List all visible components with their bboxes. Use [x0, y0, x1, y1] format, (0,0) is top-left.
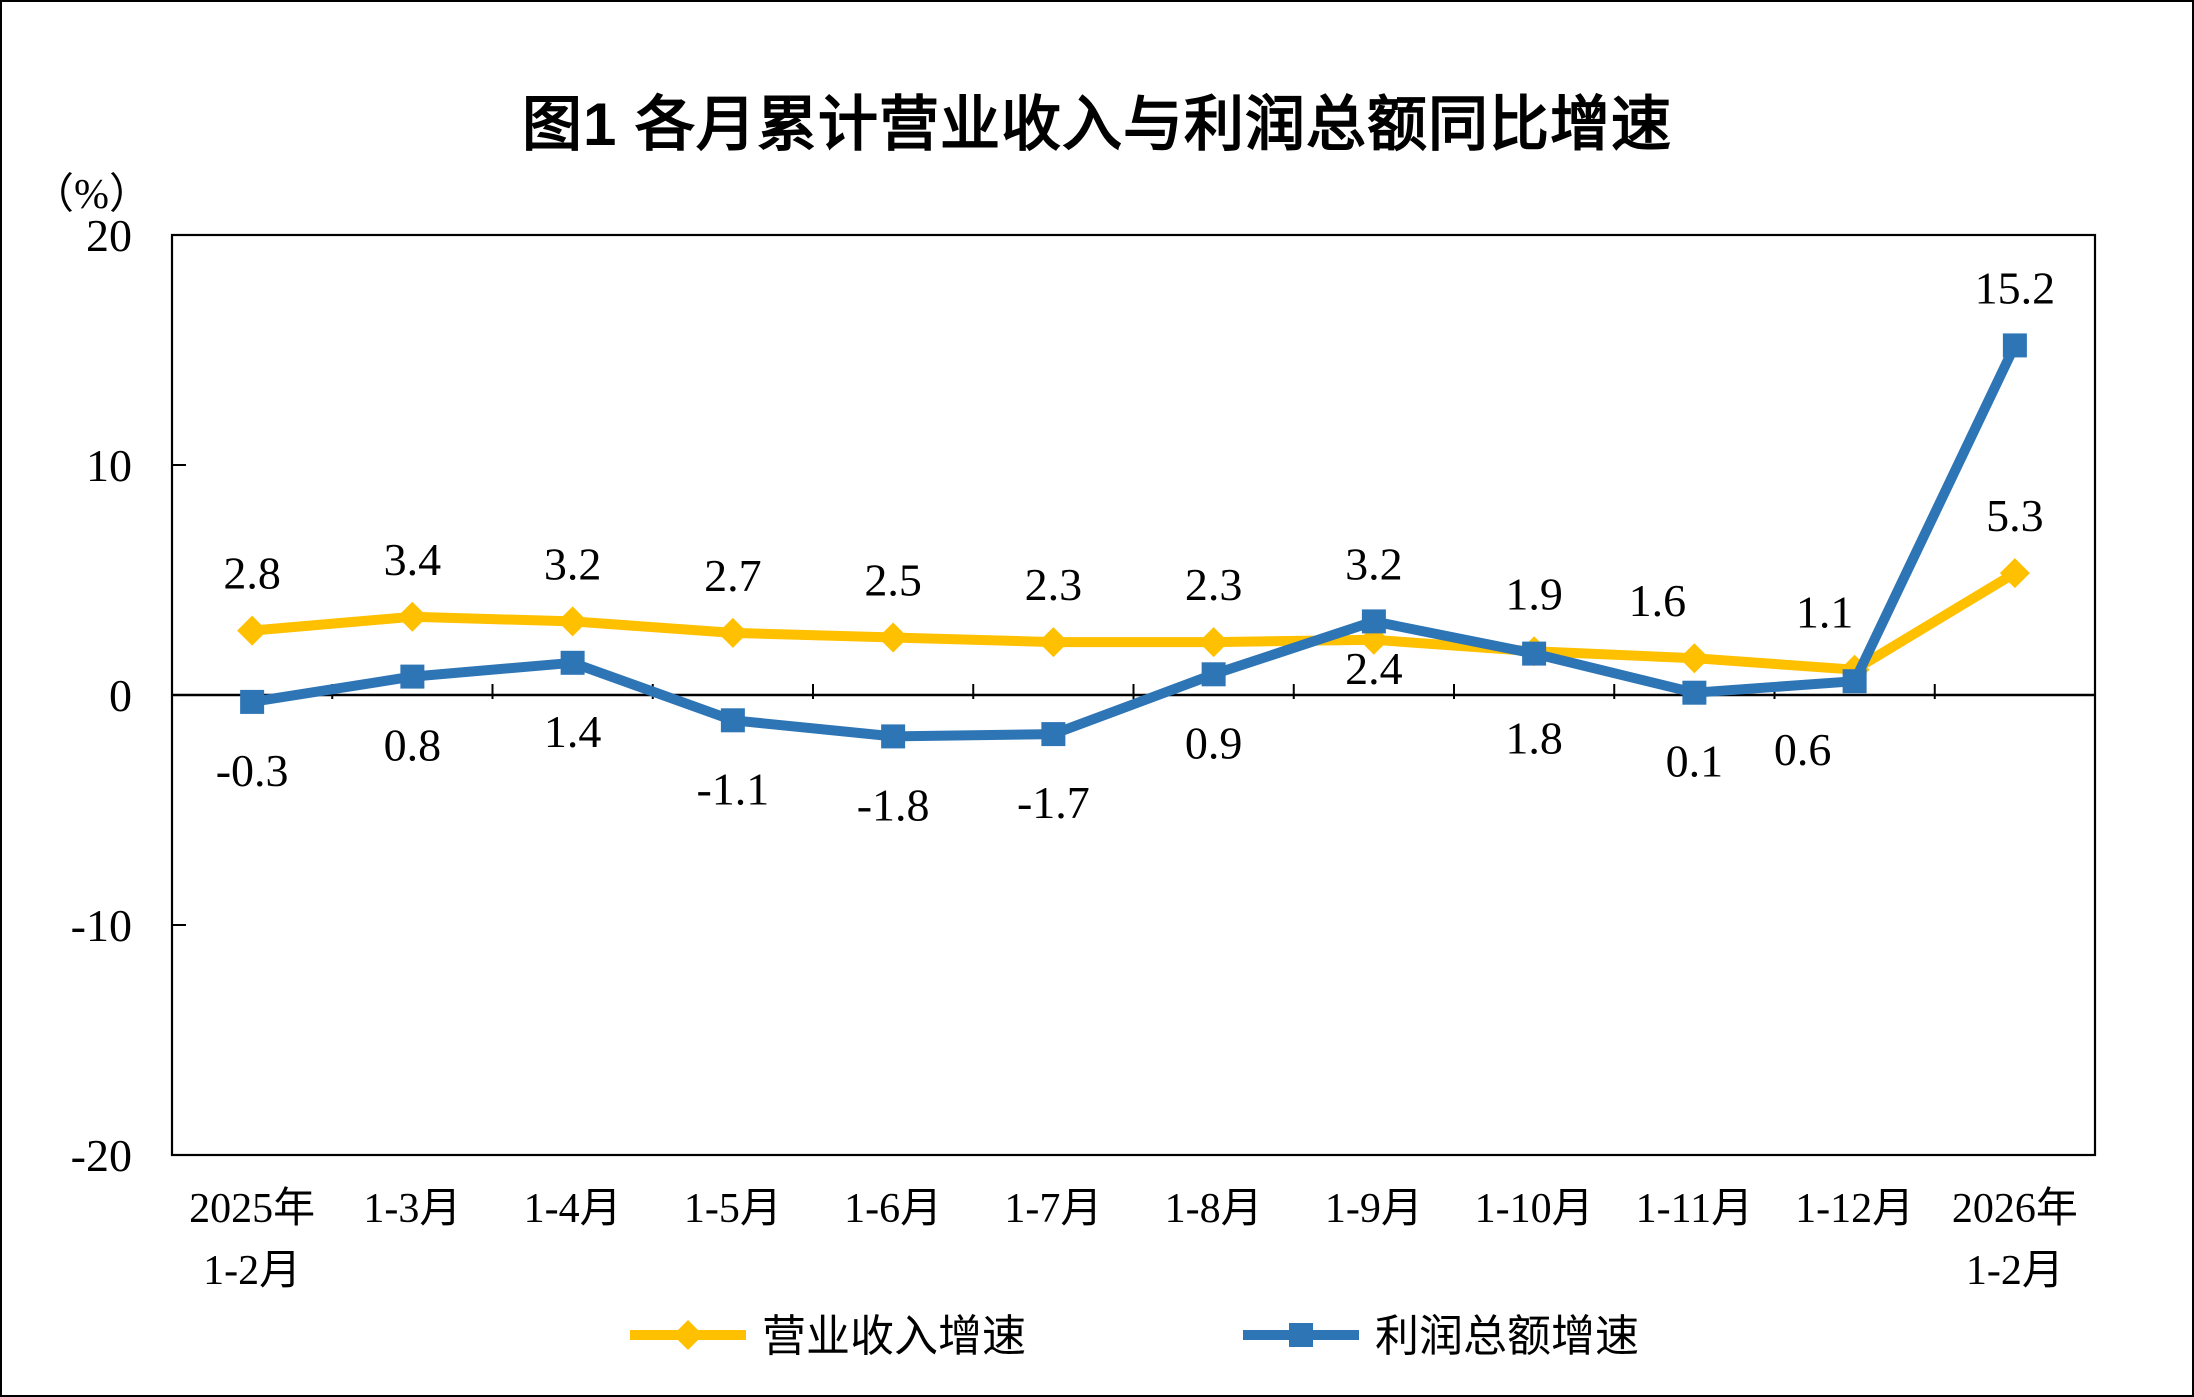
legend-label-0: 营业收入增速	[762, 1312, 1026, 1361]
y-tick-label: 10	[86, 440, 132, 491]
marker-square-icon	[1201, 662, 1226, 687]
chart-title: 图1 各月累计营业收入与利润总额同比增速	[521, 91, 1673, 158]
marker-square-icon	[1361, 609, 1386, 634]
y-axis-unit-label: （%）	[32, 172, 151, 218]
data-label: -1.7	[1017, 777, 1090, 828]
data-label: 0.9	[1185, 717, 1243, 768]
category-label: 1-3月	[363, 1186, 461, 1232]
y-tick-label: -20	[71, 1130, 132, 1181]
legend-square-icon	[1241, 1315, 1361, 1360]
marker-square-icon	[881, 724, 906, 749]
category-label: 1-10月	[1475, 1186, 1594, 1232]
legend-item-0: 营业收入增速	[628, 1315, 1026, 1360]
category-label: 2026年	[1952, 1185, 2078, 1232]
data-label: 2.8	[223, 548, 281, 599]
marker-diamond-icon	[717, 617, 748, 648]
category-label: 1-11月	[1636, 1186, 1753, 1232]
marker-diamond-icon	[1038, 627, 1069, 658]
category-label: 1-12月	[1795, 1186, 1914, 1232]
data-label: -1.1	[696, 763, 769, 814]
data-label: -1.8	[857, 779, 930, 830]
data-label: 0.8	[384, 720, 442, 771]
data-label: 3.2	[544, 538, 602, 589]
data-label: 15.2	[1975, 262, 2056, 313]
data-label: 1.6	[1629, 575, 1687, 626]
data-label: 5.3	[1986, 490, 2044, 541]
marker-square-icon	[720, 708, 745, 733]
legend: 营业收入增速 利润总额增速	[172, 1302, 2095, 1372]
marker-diamond-icon	[397, 601, 428, 632]
data-label: 2.3	[1185, 559, 1243, 610]
marker-square-icon	[2002, 333, 2027, 358]
category-label: 1-9月	[1325, 1186, 1423, 1232]
data-label: -0.3	[216, 745, 289, 796]
series-line-1	[251, 343, 2020, 742]
legend-label-1: 利润总额增速	[1375, 1312, 1639, 1361]
category-label: 1-8月	[1165, 1186, 1263, 1232]
series-line-0	[251, 568, 2018, 675]
y-tick-label: -10	[71, 900, 132, 951]
category-label: 1-7月	[1004, 1186, 1102, 1232]
y-tick-label: 0	[109, 670, 132, 721]
data-label: 2.5	[864, 555, 922, 606]
data-label: 0.1	[1666, 736, 1724, 787]
data-label: 1.1	[1796, 587, 1854, 638]
category-label: 1-2月	[1966, 1248, 2064, 1294]
y-tick-label: 20	[86, 210, 132, 261]
legend-item-1: 利润总额增速	[1241, 1315, 1639, 1360]
category-label: 1-2月	[203, 1248, 301, 1294]
marker-diamond-icon	[237, 615, 268, 646]
marker-diamond-icon	[1198, 627, 1229, 658]
data-label: 2.7	[704, 550, 762, 601]
marker-diamond-icon	[557, 606, 588, 637]
marker-square-icon	[560, 650, 585, 675]
marker-square-icon	[1522, 641, 1547, 666]
category-label: 1-4月	[524, 1186, 622, 1232]
marker-square-icon	[1682, 680, 1707, 705]
marker-square-icon	[240, 689, 265, 714]
data-label: 0.6	[1774, 724, 1832, 775]
data-label: 3.4	[384, 534, 442, 585]
data-label: 1.8	[1505, 713, 1563, 764]
marker-square-icon	[400, 664, 425, 689]
marker-diamond-icon	[1679, 643, 1710, 674]
marker-square-icon	[1842, 669, 1867, 694]
marker-square-icon	[1041, 722, 1066, 747]
data-label: 2.4	[1345, 643, 1403, 694]
data-label: 2.3	[1025, 559, 1083, 610]
data-label: 3.2	[1345, 538, 1403, 589]
category-label: 1-5月	[684, 1186, 782, 1232]
legend-diamond-icon	[628, 1315, 748, 1360]
category-label: 1-6月	[844, 1186, 942, 1232]
data-label: 1.9	[1505, 568, 1563, 619]
data-label: 1.4	[544, 706, 602, 757]
marker-diamond-icon	[878, 622, 909, 653]
category-label: 2025年	[189, 1185, 315, 1232]
marker-diamond-icon	[1999, 558, 2030, 589]
